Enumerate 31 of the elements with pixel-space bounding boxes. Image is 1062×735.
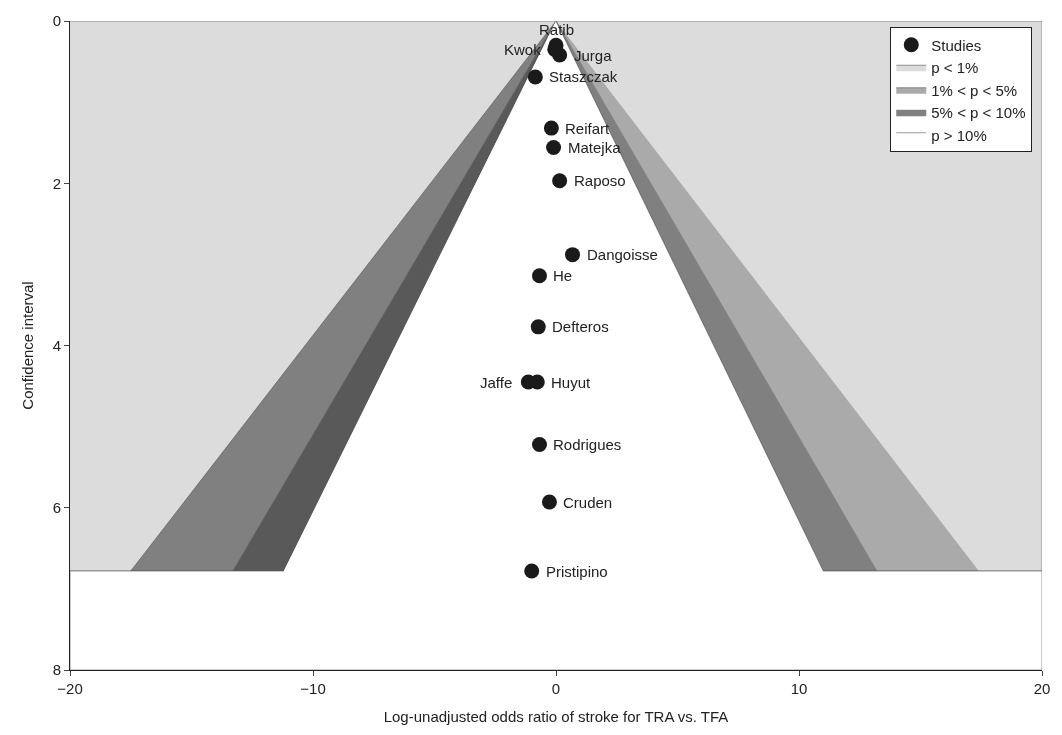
annotation: Dangoisse bbox=[587, 246, 658, 263]
point bbox=[552, 173, 568, 189]
y-tick-label: 6 bbox=[52, 499, 61, 516]
y-tick-label: 4 bbox=[52, 336, 61, 354]
annotation: Raposo bbox=[574, 172, 626, 189]
x-tick-label: 10 bbox=[790, 680, 808, 697]
annotation: Jurga bbox=[574, 47, 613, 64]
annotation: Defteros bbox=[552, 318, 609, 335]
y-axis-title: Confidence interval bbox=[18, 281, 36, 410]
x-tick-label: 0 bbox=[551, 680, 561, 697]
x-axis-title: Log-unadjusted odds ratio of stroke for TRA vs. TFA bbox=[383, 708, 729, 725]
y-tick-label: 2 bbox=[52, 174, 61, 192]
annotation: Cruden bbox=[563, 494, 613, 511]
x-tick-label: −10 bbox=[300, 680, 326, 697]
y-tick-label: 8 bbox=[52, 661, 61, 679]
legend-label: p < 1% bbox=[931, 59, 979, 77]
x-tick-label: 20 bbox=[1033, 680, 1051, 697]
annotation: Staszczak bbox=[549, 68, 618, 85]
annotation: Rodrigues bbox=[553, 436, 622, 453]
legend-label: 1% < p < 5% bbox=[931, 81, 1018, 99]
legend-label: Studies bbox=[931, 36, 982, 54]
point bbox=[552, 47, 568, 63]
annotation: He bbox=[553, 267, 573, 284]
annotation: Pristipino bbox=[546, 563, 608, 580]
y-tick-label: 0 bbox=[52, 12, 61, 30]
point bbox=[565, 247, 581, 263]
annotation: Reifart bbox=[565, 120, 611, 137]
legend-label: 5% < p < 10% bbox=[931, 104, 1026, 122]
annotation: Huyut bbox=[551, 374, 592, 391]
x-tick-label: −20 bbox=[57, 680, 83, 697]
legend-label: p > 10% bbox=[931, 126, 987, 144]
